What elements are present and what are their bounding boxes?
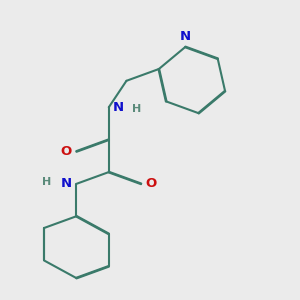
Text: O: O [146, 177, 157, 190]
Text: O: O [61, 145, 72, 158]
Text: N: N [112, 101, 123, 114]
Text: N: N [61, 177, 72, 190]
Text: H: H [132, 104, 142, 114]
Text: N: N [180, 29, 191, 43]
Text: H: H [42, 177, 51, 188]
